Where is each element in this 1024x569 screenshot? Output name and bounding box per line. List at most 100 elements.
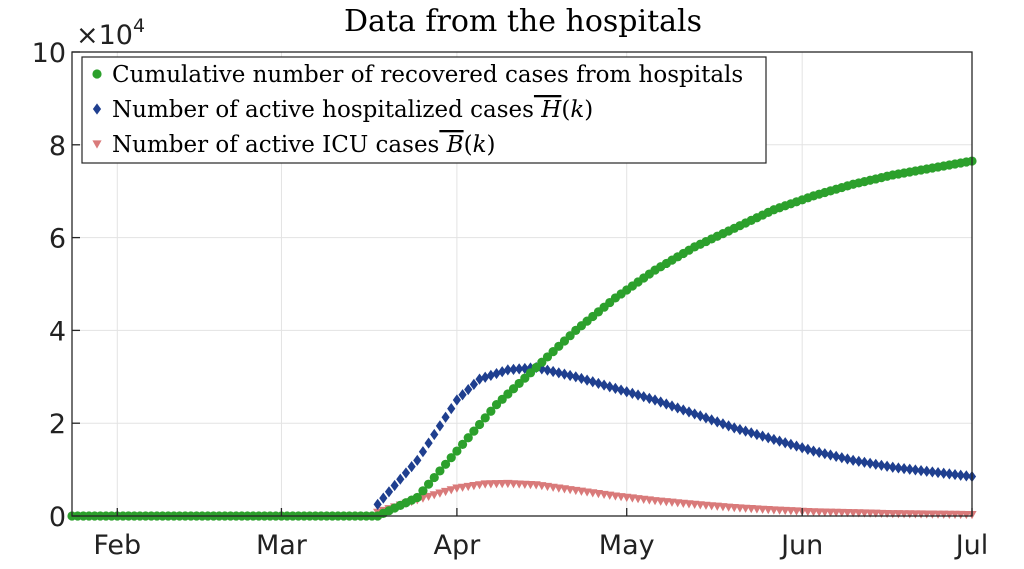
data-point: [543, 364, 552, 376]
x-axis-ticks: Feb Mar Apr May Jun Jul: [93, 508, 988, 561]
legend: Cumulative number of recovered cases fro…: [81, 56, 767, 164]
data-point: [429, 472, 439, 483]
x-tick-label: Jul: [954, 530, 989, 561]
data-point: [407, 461, 416, 473]
data-point: [509, 363, 518, 375]
data-point: [469, 426, 479, 436]
data-point: [486, 406, 496, 416]
y-tick-label: 6: [49, 224, 66, 255]
data-point: [803, 443, 812, 455]
data-point: [458, 389, 467, 401]
legend-marker: [92, 69, 102, 79]
data-point: [441, 411, 450, 423]
data-point: [379, 492, 388, 504]
data-point: [701, 412, 711, 424]
data-point: [554, 367, 563, 379]
data-point: [384, 486, 394, 498]
data-point: [673, 402, 682, 414]
x-tick-label: Jun: [779, 530, 823, 561]
data-point: [730, 422, 739, 434]
data-point: [475, 373, 484, 385]
data-point: [718, 418, 728, 430]
data-point: [486, 369, 495, 382]
x-tick-label: Feb: [93, 530, 141, 561]
data-point: [599, 379, 609, 391]
data-point: [849, 454, 858, 466]
data-point: [549, 365, 558, 378]
data-point: [888, 461, 897, 473]
data-point: [769, 433, 778, 446]
data-point: [809, 445, 818, 457]
data-point: [928, 466, 937, 478]
data-point: [798, 442, 807, 454]
data-point: [628, 387, 637, 399]
data-point: [457, 439, 468, 450]
data-point: [622, 386, 631, 398]
data-point: [939, 467, 948, 479]
data-point: [469, 482, 479, 491]
y-axis-exponent-base: ×10: [76, 20, 133, 51]
data-point: [611, 382, 620, 394]
data-point: [435, 466, 445, 476]
data-point: [560, 368, 569, 380]
data-point: [916, 464, 926, 477]
data-point: [463, 482, 473, 492]
data-point: [446, 486, 456, 495]
data-point: [679, 404, 688, 416]
data-point: [577, 372, 586, 385]
data-point: [639, 391, 648, 403]
data-point: [481, 371, 490, 383]
data-point: [616, 384, 626, 396]
data-point: [696, 410, 705, 422]
data-point: [452, 484, 462, 493]
data-point: [469, 378, 478, 390]
data-point: [758, 430, 767, 442]
y-tick-label: 8: [49, 131, 66, 162]
data-point: [412, 492, 422, 503]
data-point: [515, 363, 524, 375]
data-point: [430, 428, 439, 441]
data-point: [826, 449, 835, 461]
data-point: [566, 369, 575, 382]
data-point: [582, 374, 592, 386]
data-point: [911, 464, 920, 476]
legend-math-symbol: H: [534, 97, 562, 123]
data-point: [656, 396, 665, 408]
y-tick-label: 4: [49, 316, 66, 347]
legend-math-symbol: B: [439, 132, 463, 158]
data-point: [474, 419, 485, 430]
data-point: [633, 389, 643, 401]
data-point: [764, 432, 773, 444]
data-point: [741, 425, 750, 437]
legend-entry: Number of active ICU cases B(k): [112, 132, 495, 158]
data-point: [781, 437, 790, 449]
data-point: [452, 446, 462, 456]
data-point: [894, 462, 903, 474]
data-point: [446, 453, 456, 463]
data-point: [435, 420, 445, 432]
data-point: [418, 446, 428, 458]
data-point: [899, 463, 909, 475]
data-point: [792, 440, 801, 452]
series-2: [373, 479, 977, 520]
data-point: [905, 463, 914, 475]
data-point: [662, 398, 671, 410]
data-point: [735, 423, 745, 436]
data-point: [418, 486, 428, 496]
data-point: [424, 492, 434, 502]
data-point: [498, 366, 507, 378]
data-point: [447, 403, 456, 415]
data-point: [424, 437, 433, 449]
y-axis-ticks: 0 2 4 6 8 10: [32, 38, 80, 533]
data-point: [950, 468, 960, 481]
data-point: [866, 457, 875, 469]
data-point: [815, 446, 824, 458]
data-point: [882, 460, 892, 472]
data-point: [786, 438, 795, 451]
y-axis-exponent: ×104: [76, 15, 145, 51]
y-tick-label: 2: [49, 409, 66, 440]
data-point: [571, 371, 580, 383]
y-axis-exponent-power: 4: [133, 15, 145, 37]
legend-marker: [92, 140, 102, 149]
data-point: [440, 459, 451, 469]
